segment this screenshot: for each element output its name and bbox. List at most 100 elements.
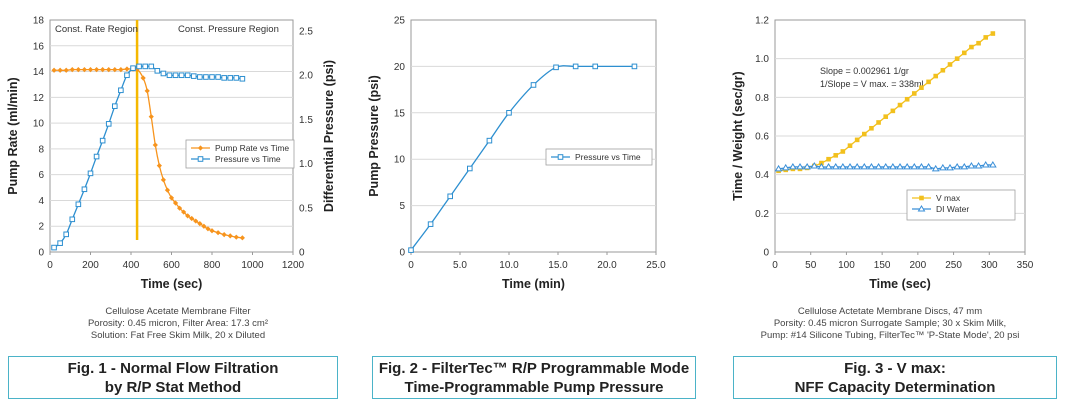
- data-point: [896, 162, 904, 170]
- data-point: [221, 75, 227, 81]
- data-point: [112, 67, 118, 73]
- data-point: [961, 50, 967, 56]
- y2-tick-label: 1.5: [299, 115, 313, 126]
- legend-label: Pump Rate vs Time: [215, 143, 289, 153]
- fig1-note-line: Porosity: 0.45 micron, Filter Area: 17.3…: [87, 318, 269, 329]
- annotation-const-rate: Const. Rate Region: [55, 24, 138, 35]
- data-point: [100, 67, 106, 73]
- data-point: [177, 205, 183, 211]
- data-point: [947, 62, 953, 67]
- x-tick-label: 200: [82, 260, 99, 271]
- data-point: [946, 163, 954, 171]
- data-point: [87, 67, 94, 73]
- y2-axis-label: Differential Pressure (psi): [322, 60, 336, 212]
- data-point: [57, 67, 63, 73]
- data-point: [105, 121, 112, 127]
- x-tick-label: 300: [981, 260, 998, 271]
- y-tick-label: 0: [38, 248, 44, 259]
- data-point: [51, 67, 57, 73]
- data-point: [572, 63, 579, 70]
- x-axis-label: Time (sec): [141, 277, 203, 291]
- data-point: [861, 131, 867, 137]
- data-point: [867, 162, 876, 170]
- x-tick-label: 1000: [241, 260, 264, 271]
- data-point: [190, 73, 197, 79]
- x-tick-label: 200: [910, 260, 927, 271]
- data-point: [124, 72, 130, 79]
- fig1-caption-line2: by R/P Stat Method: [104, 379, 242, 396]
- legend-label: DI Water: [936, 204, 969, 214]
- data-point: [981, 161, 990, 168]
- data-point: [166, 72, 173, 79]
- data-point: [233, 234, 239, 240]
- data-point: [853, 162, 862, 170]
- data-point: [931, 164, 940, 172]
- data-point: [486, 137, 493, 144]
- data-point: [160, 70, 167, 77]
- y-axis-label: Time / Weight (sec/gr): [731, 71, 745, 200]
- data-point: [781, 163, 790, 171]
- legend-box: [185, 139, 295, 169]
- legend-marker: [917, 205, 926, 212]
- fig3-notes: Cellulose Actetate Membrane Discs, 47 mm…: [712, 306, 1068, 342]
- data-point: [854, 137, 860, 143]
- data-point: [788, 162, 797, 170]
- y-tick-label: 14: [33, 67, 45, 78]
- data-point: [796, 162, 804, 170]
- y-tick-label: 2: [38, 222, 44, 233]
- fig3-caption: Fig. 3 - V max: NFF Capacity Determinati…: [733, 356, 1057, 399]
- x-tick-label: 0: [408, 260, 414, 271]
- data-point: [215, 74, 221, 80]
- y-tick-label: 1.2: [755, 16, 769, 27]
- data-point: [803, 162, 812, 170]
- data-point: [118, 67, 124, 73]
- data-point: [447, 193, 454, 200]
- y-tick-label: 0.6: [755, 132, 769, 143]
- y2-tick-label: 1.0: [299, 159, 313, 170]
- x-tick-label: 1200: [282, 260, 305, 271]
- data-point: [890, 108, 896, 114]
- data-point: [63, 67, 69, 73]
- data-point: [209, 228, 215, 234]
- data-point: [154, 68, 161, 74]
- x-tick-label: 150: [874, 260, 891, 271]
- data-point: [63, 231, 70, 238]
- data-point: [506, 110, 512, 116]
- y-tick-label: 6: [38, 170, 44, 181]
- data-point: [926, 79, 931, 85]
- data-point: [774, 164, 783, 172]
- x-tick-label: 15.0: [548, 260, 568, 271]
- data-point: [87, 170, 94, 177]
- data-point: [168, 195, 175, 201]
- data-point: [833, 153, 839, 158]
- data-point: [189, 215, 195, 222]
- annotation-slope: Slope = 0.002961 1/gr: [820, 66, 909, 76]
- data-point: [221, 232, 227, 238]
- data-point: [824, 162, 833, 170]
- y-tick-label: 0: [399, 248, 405, 259]
- data-point: [69, 67, 75, 73]
- data-point: [467, 165, 473, 172]
- data-point: [826, 156, 831, 162]
- data-point: [954, 56, 960, 61]
- y-tick-label: 1.0: [755, 54, 769, 65]
- data-point: [888, 162, 897, 170]
- data-point: [164, 187, 171, 193]
- x-tick-label: 25.0: [646, 260, 666, 271]
- y-tick-label: 0: [763, 248, 769, 259]
- data-point: [172, 200, 179, 206]
- data-point: [990, 31, 996, 36]
- data-point: [883, 114, 889, 119]
- y-tick-label: 25: [394, 16, 406, 27]
- data-point: [817, 162, 826, 170]
- data-point: [919, 85, 924, 90]
- data-point: [75, 201, 82, 208]
- data-point: [840, 149, 846, 154]
- x-axis-label: Time (min): [502, 277, 565, 291]
- data-point: [142, 63, 148, 70]
- y-tick-label: 18: [33, 16, 45, 27]
- fig1-caption-line1: Fig. 1 - Normal Flow Filtration: [67, 360, 279, 377]
- y2-tick-label: 2.5: [299, 27, 313, 38]
- data-point: [51, 244, 57, 251]
- y-tick-label: 10: [394, 155, 406, 166]
